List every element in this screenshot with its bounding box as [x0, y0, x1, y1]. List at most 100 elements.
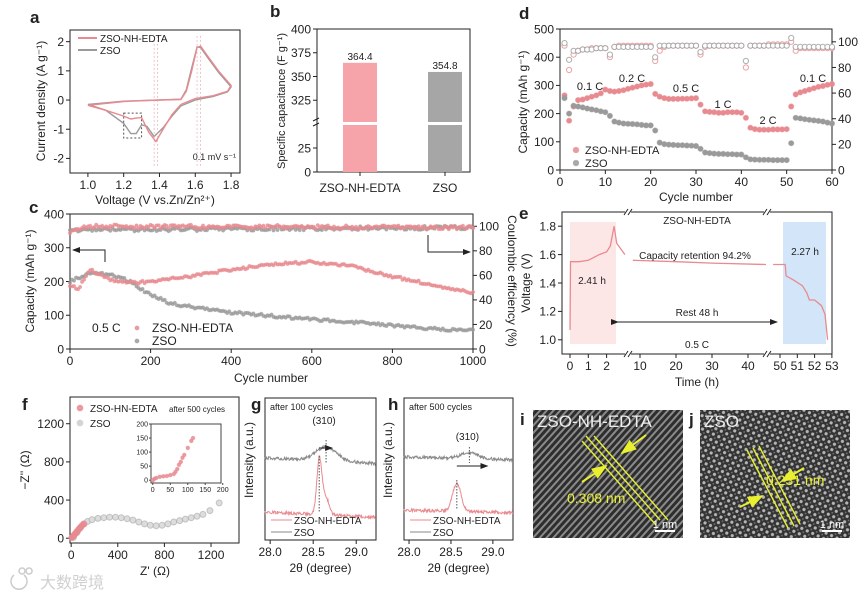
panel-label-d: d — [519, 4, 529, 23]
axis-break-icon — [623, 350, 633, 358]
x-tick-label: 29.0 — [345, 545, 369, 559]
rate-point — [602, 45, 609, 52]
cycle-point — [416, 278, 421, 283]
x-tick-label: 1000 — [460, 354, 487, 368]
x-axis-title: Time (h) — [675, 375, 719, 389]
plot-frame — [264, 397, 377, 541]
axis-break-icon — [762, 350, 772, 358]
rate-label: 1 C — [714, 99, 731, 111]
rate-point — [606, 112, 614, 120]
cycle-point — [71, 278, 77, 283]
rate-point — [788, 34, 795, 42]
watermark-text: 大数跨境 — [40, 573, 104, 592]
cv-curve-edta — [87, 45, 232, 143]
x-tick-label: 1.2 — [115, 178, 132, 192]
eis-point-zso — [94, 514, 102, 522]
tem-image — [533, 410, 683, 538]
eis-point-zso — [152, 522, 160, 530]
inset-point — [178, 459, 184, 465]
y-tick-label: 80 — [838, 61, 852, 75]
eis-point-zso — [112, 513, 119, 521]
bar-value-label: 354.8 — [432, 61, 457, 72]
discharge-region — [783, 221, 826, 345]
cycles-note: after 500 cycles — [409, 402, 473, 412]
x-tick-label: 150 — [199, 487, 211, 494]
y-tick-label: 100 — [136, 450, 148, 457]
arrow-icon — [581, 464, 608, 483]
axis-break-icon — [623, 208, 633, 216]
bar-value-label: 364.4 — [347, 52, 372, 63]
rate-point — [697, 49, 704, 56]
y-tick-label: 400 — [291, 22, 311, 36]
y-tick-label: 1.6 — [539, 248, 556, 262]
cycle-point — [200, 223, 206, 228]
eis-point-zso — [170, 518, 178, 526]
rate-point — [566, 117, 573, 124]
x-tick-label: 0 — [557, 175, 564, 189]
y-tick-label: 1.4 — [539, 276, 556, 290]
rate-point — [738, 151, 745, 158]
rate-label: 0.5 C — [92, 321, 121, 335]
xrd-curve-zso — [403, 450, 514, 463]
y-axis-title: Capacity (mAh g⁻¹) — [23, 229, 37, 332]
peak-label: (310) — [456, 432, 479, 443]
legend-label: ZSO — [433, 528, 454, 539]
y-tick-label: 0 — [57, 93, 64, 107]
x-tick-label: 60 — [825, 175, 839, 189]
rate-point — [788, 140, 795, 147]
eis-point-zso — [181, 515, 189, 523]
cycle-point — [132, 226, 137, 231]
x-tick-label: 400 — [108, 548, 128, 562]
cycle-point — [275, 227, 280, 233]
panel-label-f: f — [22, 395, 28, 414]
x-tick-label: 29.0 — [481, 545, 505, 559]
rate-point — [566, 110, 573, 117]
watermark-logo-icon — [10, 567, 33, 590]
y-tick-label: 100 — [479, 220, 499, 234]
cv-curve-zso — [87, 46, 232, 138]
y-tick-label: 200 — [44, 275, 64, 289]
cycle-point — [470, 327, 476, 332]
y-axis-title: −Z'' (Ω) — [18, 450, 32, 489]
legend-label: ZSO-NH-EDTA — [433, 516, 501, 527]
x-category-label: ZSO — [433, 181, 458, 195]
y-tick-label: 400 — [534, 51, 554, 65]
axis-gap — [625, 351, 631, 357]
y-tick-label: 0 — [304, 165, 311, 179]
x-tick-label: 0 — [67, 354, 74, 368]
eis-point-zso — [187, 514, 195, 522]
voltage-curve — [632, 259, 767, 266]
y-tick-label: 1.0 — [539, 333, 556, 347]
legend-label: ZSO-NH-EDTA — [152, 321, 233, 335]
x-category-label: ZSO-NH-EDTA — [319, 181, 400, 195]
rate-point — [692, 95, 700, 102]
cycle-point — [344, 223, 349, 228]
panel-b-bar: 0 25 325 350 375 400 364.4 ZSO-NH-EDTA 354.8 ZSO S… — [276, 22, 471, 195]
x-tick-label: 100 — [182, 487, 194, 494]
rate-point — [828, 80, 836, 88]
legend-marker-edta — [572, 146, 580, 154]
legend-label: ZSO-NH-EDTA — [294, 516, 362, 527]
y-tick-label: 1200 — [37, 417, 64, 431]
d-spacing-label: 0.231 nm — [766, 472, 824, 488]
y-tick-label: 20 — [838, 138, 852, 152]
rate-point — [828, 43, 836, 51]
peak-label: (310) — [312, 416, 335, 427]
y-tick-label: 1.8 — [539, 220, 556, 234]
rate-label: 2 C — [759, 115, 776, 127]
lattice-fringe-marker — [758, 445, 801, 525]
cycle-point — [166, 226, 171, 231]
y-tick-label: 1.2 — [539, 305, 556, 319]
y-tick-label: 20 — [479, 318, 493, 332]
y-tick-label: 300 — [534, 79, 554, 93]
rate-point — [652, 90, 659, 98]
x-tick-label: 200 — [217, 487, 229, 494]
panel-g-xrd: 28.0 28.5 29.0 after 100 cycles (310) ZSO-NH-… — [242, 397, 377, 575]
left-axis-arrow — [72, 247, 106, 262]
x-tick-label: 40 — [741, 359, 755, 373]
y-tick-label: 80 — [479, 244, 493, 258]
bar-break — [342, 122, 378, 125]
rate-point — [783, 42, 790, 49]
x-axis-title: 2θ (degree) — [289, 561, 351, 575]
